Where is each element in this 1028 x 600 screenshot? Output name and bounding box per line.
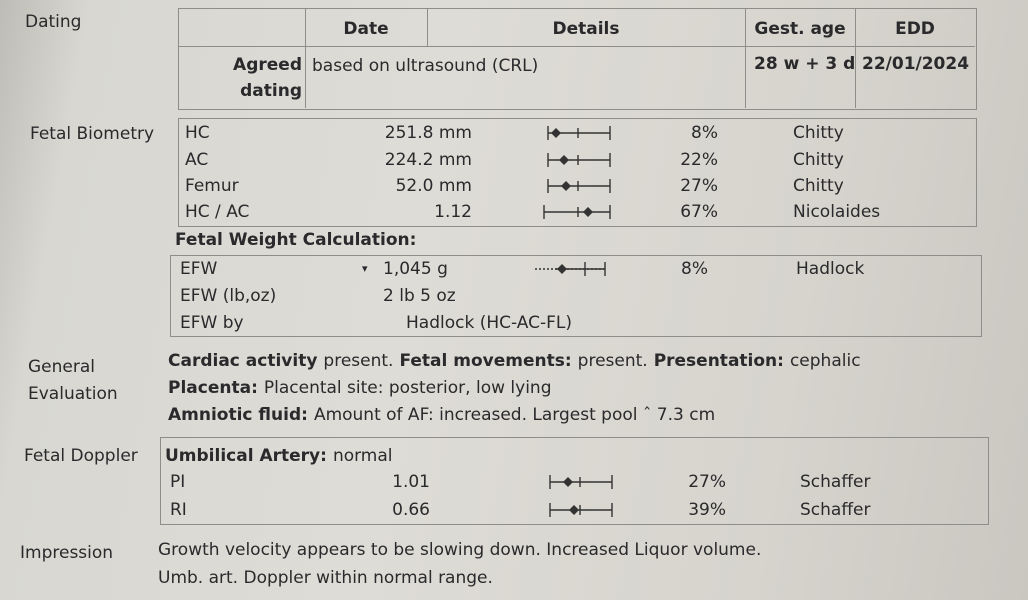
weight-table — [170, 255, 982, 337]
section-label: Impression — [20, 543, 114, 563]
impression-line: Umb. art. Doppler within normal range. — [158, 568, 493, 588]
percentile-glyph — [549, 503, 613, 517]
percentile: 67% — [680, 202, 718, 222]
subsection-title: Fetal Weight Calculation: — [175, 230, 417, 250]
section-label: Fetal Doppler — [24, 446, 138, 466]
vessel: Umbilical Artery: — [165, 446, 327, 466]
field-label: Amniotic fluid: — [168, 405, 308, 425]
rule — [305, 8, 306, 46]
section-label: Fetal Biometry — [30, 124, 155, 144]
edd: 22/01/2024 — [862, 54, 970, 74]
percentile-glyph — [547, 126, 611, 140]
row-label: Femur — [185, 176, 239, 196]
field-label: Cardiac activity — [168, 351, 318, 371]
dating-table — [178, 8, 977, 110]
table-header: Date — [343, 19, 389, 39]
field-label: Presentation: — [653, 351, 784, 371]
percentile: 27% — [680, 176, 718, 196]
row-value: 1,045 g — [383, 259, 448, 279]
rule — [305, 46, 306, 108]
field-value: present. — [323, 351, 394, 371]
percentile-glyph — [547, 153, 611, 167]
row-label: HC — [185, 123, 210, 143]
row-value: 0.66 — [392, 500, 430, 520]
percentile-glyph — [547, 179, 611, 193]
row-label: EFW (lb,oz) — [180, 286, 277, 306]
row-label: RI — [170, 500, 187, 520]
row-value: 1.12 — [434, 202, 472, 222]
doppler-heading: Umbilical Artery: normal — [165, 445, 393, 467]
row-label: EFW — [180, 259, 218, 279]
marker: ▾ — [362, 262, 368, 275]
row-label: EFW by — [180, 313, 244, 333]
field-label: Placenta: — [168, 378, 258, 398]
percentile-glyph — [543, 205, 611, 219]
row-label: HC / AC — [185, 202, 250, 222]
rule — [427, 8, 428, 46]
gest-age: 28 w + 3 d — [754, 54, 856, 74]
field-value: cephalic — [789, 351, 861, 371]
impression-line: Growth velocity appears to be slowing do… — [158, 540, 762, 560]
dating-details: based on ultrasound (CRL) — [312, 56, 539, 76]
row-value: Hadlock (HC-AC-FL) — [406, 313, 572, 333]
percentile-glyph — [549, 475, 613, 489]
evaluation-line: Cardiac activity present. Fetal movements:… — [168, 350, 861, 372]
row-value: 52.0 mm — [395, 176, 472, 196]
table-header: EDD — [895, 19, 935, 39]
rule — [855, 8, 856, 108]
reference: Schaffer — [800, 472, 871, 492]
reference: Nicolaides — [793, 202, 881, 222]
field-label: Fetal movements: — [399, 351, 572, 371]
table-header: Details — [552, 19, 620, 39]
reference: Chitty — [793, 176, 844, 196]
rule — [178, 46, 975, 47]
row-value: 251.8 mm — [384, 123, 472, 143]
evaluation-line: Placenta: Placental site: posterior, low … — [168, 377, 551, 399]
percentile: 8% — [681, 259, 708, 279]
percentile-glyph — [535, 262, 606, 276]
section-label: General Evaluation — [28, 357, 118, 404]
reference: Schaffer — [800, 500, 871, 520]
field-value: Placental site: posterior, low lying — [263, 378, 552, 398]
reference: Hadlock — [796, 259, 865, 279]
section-label: Dating — [25, 12, 82, 32]
percentile: 22% — [680, 150, 718, 170]
table-header: Gest. age — [754, 19, 846, 39]
reference: Chitty — [793, 150, 844, 170]
reference: Chitty — [793, 123, 844, 143]
row-value: 1.01 — [392, 472, 430, 492]
field-value: Amount of AF: increased. Largest pool ˆ … — [313, 405, 716, 425]
percentile: 27% — [688, 472, 726, 492]
vessel-status: normal — [332, 446, 393, 466]
field-value: present. — [577, 351, 648, 371]
row-value: 224.2 mm — [384, 150, 472, 170]
row-label: PI — [170, 472, 186, 492]
percentile: 8% — [691, 123, 718, 143]
evaluation-line: Amniotic fluid: Amount of AF: increased. … — [168, 404, 715, 426]
rule — [745, 8, 746, 108]
dating-type: Agreed dating — [233, 55, 302, 101]
biometry-table — [178, 118, 977, 227]
row-value: 2 lb 5 oz — [383, 286, 456, 306]
doppler-table — [160, 437, 989, 525]
percentile: 39% — [688, 500, 726, 520]
row-label: AC — [185, 150, 209, 170]
